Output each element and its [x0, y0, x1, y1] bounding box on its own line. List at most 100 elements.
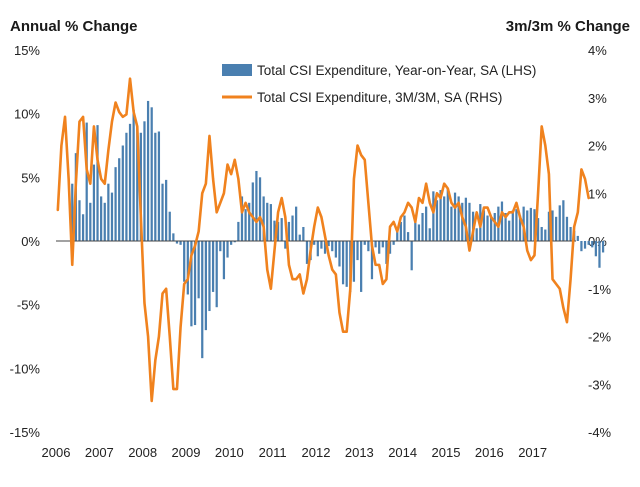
bar — [251, 182, 254, 241]
bar — [468, 202, 471, 241]
bar — [327, 241, 330, 247]
bar — [183, 241, 186, 282]
bar — [544, 229, 547, 241]
right-axis-title: 3m/3m % Change — [506, 18, 630, 35]
bar — [298, 234, 301, 241]
bar — [211, 241, 215, 292]
bar — [226, 241, 229, 258]
bar — [536, 218, 540, 241]
bar — [136, 126, 139, 241]
bar — [100, 196, 103, 241]
bar — [421, 212, 424, 241]
left-tick-label: 10% — [14, 107, 40, 122]
bar — [601, 241, 605, 253]
bar — [486, 215, 489, 241]
bar — [85, 122, 88, 241]
bar — [518, 215, 522, 241]
bar — [443, 196, 446, 241]
x-tick-label: 2006 — [42, 445, 71, 460]
bar — [237, 221, 240, 241]
bar — [439, 190, 442, 241]
bar — [450, 206, 453, 241]
bar — [96, 125, 99, 241]
bar — [295, 206, 298, 241]
left-tick-label: 0% — [21, 234, 40, 249]
bar — [388, 241, 392, 254]
bar — [305, 241, 309, 264]
bar — [165, 179, 168, 241]
bar — [280, 218, 283, 241]
bar — [276, 221, 280, 241]
bar — [110, 192, 114, 241]
x-tick-label: 2010 — [215, 445, 244, 460]
bar — [367, 241, 370, 252]
bar — [591, 241, 594, 248]
bar — [529, 207, 532, 241]
bar — [230, 241, 233, 245]
bar — [179, 241, 182, 245]
bar — [446, 188, 449, 241]
right-tick-label: -3% — [588, 377, 612, 392]
bar — [71, 183, 74, 241]
bar — [118, 158, 121, 241]
bar — [114, 167, 117, 241]
bar — [425, 206, 428, 241]
bar — [493, 212, 496, 241]
bar — [482, 210, 486, 241]
bar — [215, 241, 218, 308]
bar — [258, 177, 262, 241]
bar — [168, 211, 171, 241]
bar — [266, 202, 269, 241]
bar — [464, 197, 467, 241]
bar — [457, 196, 460, 241]
bar — [363, 241, 366, 245]
bar — [161, 183, 164, 241]
left-axis-ticks: -15% -10% -5% 0% 5% 10% 15% — [10, 43, 41, 440]
bar — [352, 241, 356, 282]
bar — [81, 214, 85, 241]
bar — [540, 226, 543, 241]
bar — [186, 241, 189, 295]
bar — [273, 220, 276, 241]
bar — [417, 224, 421, 241]
bar — [565, 216, 569, 241]
bar — [370, 241, 374, 280]
bar — [146, 100, 150, 242]
bar — [526, 210, 529, 241]
bar — [562, 200, 565, 241]
x-tick-label: 2016 — [475, 445, 504, 460]
bar — [399, 221, 402, 241]
bar — [154, 132, 157, 241]
bar — [403, 215, 406, 241]
bar — [396, 228, 399, 241]
bar — [128, 123, 132, 241]
bar — [143, 121, 146, 241]
bar — [587, 241, 590, 245]
bar — [583, 241, 587, 249]
bar — [331, 241, 334, 252]
bar — [287, 221, 291, 241]
bar — [190, 241, 193, 327]
bar — [208, 241, 211, 312]
legend-label-line: Total CSI Expenditure, 3M/3M, SA (RHS) — [257, 90, 502, 105]
bar — [555, 216, 558, 241]
bar — [392, 241, 395, 245]
bar — [316, 241, 319, 257]
line-path — [56, 77, 590, 403]
bar — [291, 215, 294, 241]
left-tick-label: 15% — [14, 43, 40, 58]
x-tick-label: 2014 — [388, 445, 417, 460]
bar — [378, 241, 381, 254]
bar — [511, 210, 514, 241]
left-tick-label: -10% — [10, 361, 41, 376]
bar — [103, 202, 106, 241]
bar — [172, 233, 175, 241]
bar — [500, 201, 504, 241]
bar — [338, 241, 341, 267]
bar — [580, 241, 583, 252]
bar — [222, 241, 226, 280]
x-tick-label: 2007 — [85, 445, 114, 460]
bar — [410, 241, 413, 271]
x-tick-label: 2013 — [345, 445, 374, 460]
